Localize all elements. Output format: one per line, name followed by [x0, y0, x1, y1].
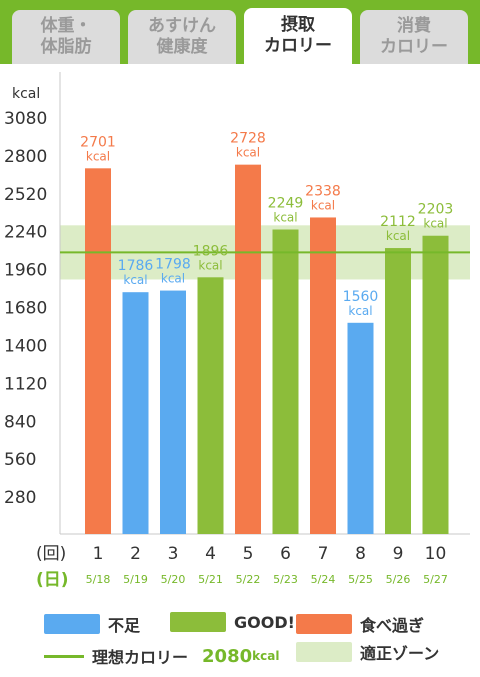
x-date-label: 5/24	[311, 573, 336, 586]
bar	[347, 322, 374, 534]
x-tick-label: 10	[425, 544, 447, 564]
y-tick-label: 2800	[4, 147, 47, 167]
bar-unit-label: kcal	[348, 304, 372, 318]
x-tick-label: 6	[280, 544, 291, 564]
legend-ideal-label: 理想カロリー	[92, 648, 189, 667]
x-date-label: 5/26	[386, 573, 411, 586]
tab-label-line1: あすけん	[148, 16, 216, 36]
bar	[160, 290, 186, 534]
bar-value-label: 2112	[380, 214, 416, 230]
legend: 不足 GOOD! 食べ過ぎ 理想カロリー 2080 kcal 適正ゾーン	[0, 600, 480, 677]
x-tick-label: 3	[168, 544, 179, 564]
bar-unit-label: kcal	[311, 198, 335, 212]
bar-unit-label: kcal	[236, 146, 260, 160]
bar-value-label: 2203	[418, 202, 454, 218]
bar	[235, 164, 261, 534]
x-date-label: 5/21	[198, 573, 223, 586]
legend-under: 不足	[44, 612, 140, 636]
x-date-label: 5/25	[348, 573, 373, 586]
tab-label-line1: 体重・	[40, 16, 92, 36]
bar-value-label: 1560	[343, 289, 379, 305]
legend-good-label: GOOD!	[234, 612, 295, 632]
bar-unit-label: kcal	[386, 229, 410, 243]
legend-over-swatch	[296, 614, 352, 634]
x-axis-count-label: (回)	[36, 544, 66, 564]
tab-bar: 体重・ 体脂肪 あすけん 健康度 摂取 カロリー 消費 カロリー	[0, 0, 480, 64]
x-tick-label: 5	[243, 544, 254, 564]
tab-label-line2: カロリー	[380, 37, 448, 57]
x-date-label: 5/23	[273, 573, 298, 586]
x-date-label: 5/18	[86, 573, 111, 586]
tab-label-line1: 消費	[397, 16, 431, 36]
x-axis-date-label: (日)	[36, 570, 69, 590]
y-axis-unit-label: kcal	[12, 86, 40, 102]
y-tick-label: 2240	[4, 223, 47, 243]
bar-unit-label: kcal	[273, 211, 297, 225]
legend-good: GOOD!	[170, 612, 295, 632]
legend-zone-label: 適正ゾーン	[360, 644, 440, 663]
legend-good-swatch	[170, 612, 226, 632]
bar-unit-label: kcal	[161, 272, 185, 286]
y-tick-label: 1960	[4, 261, 47, 281]
bar-unit-label: kcal	[423, 217, 447, 231]
bar	[85, 168, 111, 534]
y-tick-label: 1120	[4, 374, 47, 394]
x-tick-label: 9	[393, 544, 404, 564]
legend-zone: 適正ゾーン	[296, 640, 439, 664]
y-tick-label: 560	[4, 450, 36, 470]
tab-label-line2: カロリー	[264, 36, 332, 56]
y-tick-label: 280	[4, 488, 36, 508]
bar-value-label: 2249	[268, 196, 304, 212]
y-tick-label: 2520	[4, 185, 47, 205]
bar	[122, 292, 149, 534]
bar	[385, 248, 411, 535]
x-date-label: 5/22	[236, 573, 261, 586]
bar	[422, 235, 449, 534]
y-tick-label: 840	[4, 412, 36, 432]
x-tick-label: 4	[205, 544, 216, 564]
legend-ideal-line	[44, 654, 84, 658]
bar-unit-label: kcal	[86, 149, 110, 163]
bar-value-label: 1798	[155, 257, 191, 273]
bar-value-label: 1896	[193, 243, 229, 259]
y-tick-label: 1680	[4, 299, 47, 319]
y-tick-label: 3080	[4, 109, 47, 129]
bar	[310, 217, 336, 534]
bar-value-label: 2728	[230, 131, 266, 147]
legend-under-swatch	[44, 614, 100, 634]
bar-value-label: 1786	[118, 258, 154, 274]
tab-label-line1: 摂取	[281, 15, 315, 35]
legend-over-label: 食べ過ぎ	[360, 616, 425, 635]
tab-label-line2: 健康度	[156, 37, 208, 57]
calorie-bar-chart: kcal 280 560 840 1120 1400 1680 1960 2240 2520 280…	[4, 72, 470, 590]
x-tick-label: 7	[318, 544, 329, 564]
tab-weight-body-fat[interactable]: 体重・ 体脂肪	[12, 10, 120, 64]
legend-ideal: 理想カロリー 2080 kcal	[44, 644, 279, 668]
legend-ideal-value: 2080	[202, 645, 253, 667]
bar-value-label: 2338	[305, 183, 341, 199]
x-tick-label: 2	[130, 544, 141, 564]
bar-value-label: 2701	[80, 134, 116, 150]
tab-intake-calories[interactable]: 摂取 カロリー	[244, 8, 352, 64]
legend-zone-swatch	[296, 642, 352, 662]
tab-burned-calories[interactable]: 消費 カロリー	[360, 10, 468, 64]
x-tick-label: 8	[355, 544, 366, 564]
bar	[272, 229, 299, 534]
legend-ideal-unit: kcal	[252, 649, 280, 663]
tab-label-line2: 体脂肪	[40, 37, 92, 57]
y-tick-label: 1400	[4, 336, 47, 356]
bar-unit-label: kcal	[123, 273, 147, 287]
legend-over: 食べ過ぎ	[296, 612, 424, 636]
x-date-label: 5/20	[161, 573, 186, 586]
x-date-label: 5/27	[423, 573, 448, 586]
x-date-label: 5/19	[123, 573, 148, 586]
tab-asken-health[interactable]: あすけん 健康度	[128, 10, 236, 64]
x-tick-label: 1	[93, 544, 104, 564]
bar	[197, 277, 224, 534]
bar-unit-label: kcal	[198, 258, 222, 272]
legend-under-label: 不足	[108, 616, 141, 635]
